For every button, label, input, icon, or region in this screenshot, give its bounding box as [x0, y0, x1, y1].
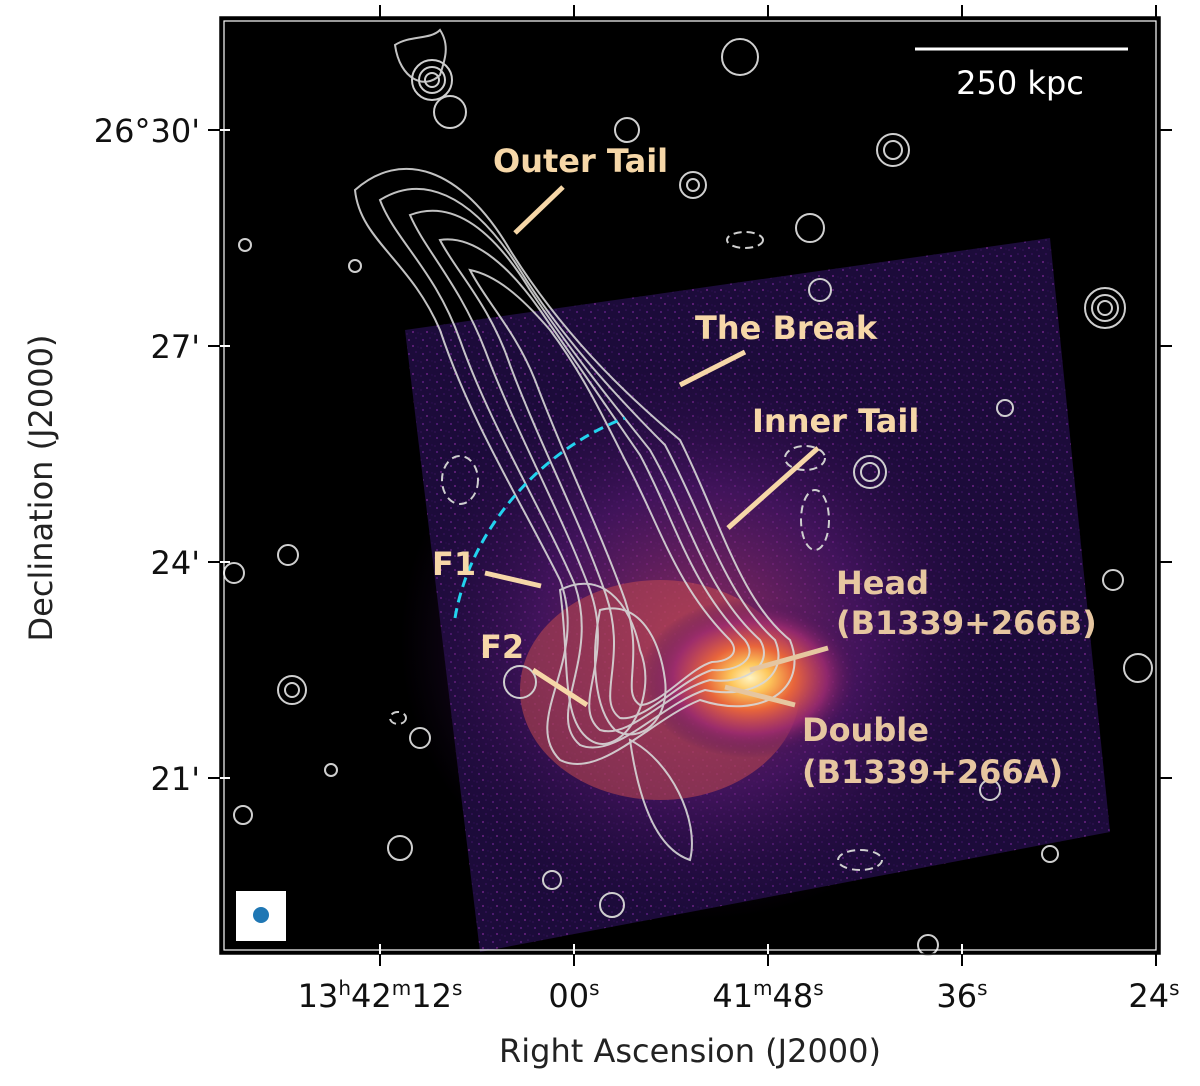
y-axis-title: Declination (J2000): [22, 335, 60, 642]
annotation-lines: [484, 185, 829, 708]
y-tick-label: 21': [150, 760, 200, 798]
label-outer-tail: Outer Tail: [493, 142, 668, 180]
shock-front-arc: [453, 416, 626, 619]
label-head: Head: [836, 564, 929, 602]
label-f2: F2: [480, 628, 524, 666]
y-tick-label: 26°30': [94, 112, 200, 150]
x-tick-label: 24s: [1128, 976, 1179, 1015]
label-the-break: The Break: [695, 309, 878, 347]
scale-bar-label: 250 kpc: [956, 64, 1084, 102]
label-f1: F1: [432, 545, 476, 583]
negative-contours: [389, 231, 883, 871]
y-tick-label: 24': [150, 544, 200, 582]
x-tick-label: 36s: [936, 976, 987, 1015]
label-head-id: (B1339+266B): [836, 604, 1097, 642]
x-tick-label: 00s: [548, 976, 599, 1015]
label-double-id: (B1339+266A): [802, 753, 1063, 791]
label-inner-tail: Inner Tail: [752, 402, 919, 440]
xray-core: [640, 598, 860, 758]
plot-frame: [219, 16, 1161, 955]
radio-contours: [353, 28, 796, 862]
plot-frame-inner: [223, 20, 1157, 951]
axis-ticks: [208, 5, 1172, 966]
x-axis-title: Right Ascension (J2000): [499, 1032, 881, 1070]
x-tick-label: 13h42m12s: [298, 976, 463, 1015]
beam-ellipse: [253, 907, 269, 923]
axis-ticks-inner: [220, 129, 963, 954]
y-tick-label: 27': [150, 328, 200, 366]
compact-sources: [223, 38, 1153, 956]
x-tick-label: 41m48s: [712, 976, 823, 1015]
label-double: Double: [802, 711, 929, 749]
